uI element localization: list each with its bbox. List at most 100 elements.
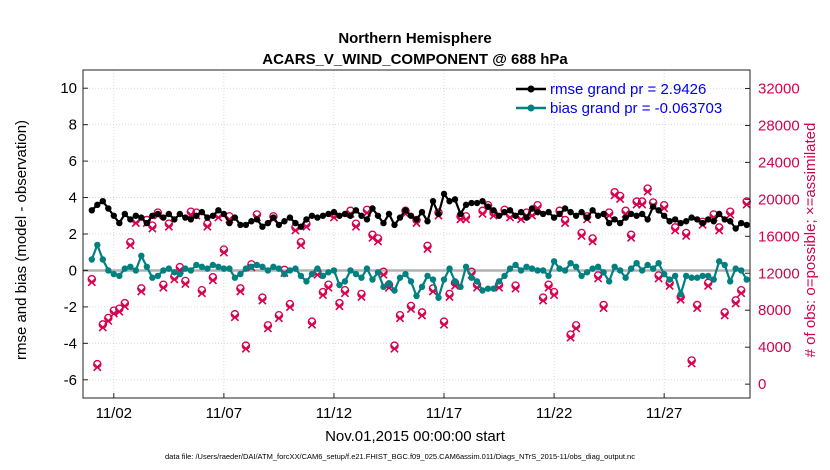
rmse-point <box>209 212 217 219</box>
bias-point <box>440 276 448 283</box>
bias-point <box>583 269 591 276</box>
rmse-point <box>259 223 266 230</box>
bias-point <box>237 270 244 278</box>
obs-assimilated-point <box>417 311 427 320</box>
y2-tick-label: 24000 <box>758 154 800 171</box>
rmse-point <box>319 212 327 219</box>
bias-point <box>154 272 162 280</box>
data-file-note: data file: /Users/raeder/DAI/ATM_forcXX/… <box>165 452 635 461</box>
y-tick-label: 0 <box>69 262 77 279</box>
obs-assimilated-point <box>203 222 212 231</box>
bias-point <box>721 261 728 269</box>
rmse-point <box>732 225 739 232</box>
bias-point <box>176 270 184 278</box>
bias-point <box>715 258 723 265</box>
rmse-point <box>204 214 211 221</box>
obs-assimilated-point <box>164 222 174 231</box>
bias-point <box>655 259 662 267</box>
bias-point <box>325 269 332 276</box>
bias-point <box>132 267 140 274</box>
rmse-point <box>292 219 299 227</box>
bias-point <box>297 272 305 280</box>
rmse-point <box>572 212 580 219</box>
y2-tick-label: 16000 <box>758 228 800 245</box>
rmse-point <box>605 219 613 227</box>
legend-bias-marker <box>527 104 535 112</box>
obs-assimilated-point <box>236 287 245 296</box>
bias-point <box>512 261 519 269</box>
bias-point <box>374 269 382 276</box>
rmse-point <box>176 210 184 218</box>
x-tick-layer: 11/02 11/07 11/12 11/17 11/22 11/27 <box>96 393 682 422</box>
rmse-point <box>682 218 690 225</box>
bias-point <box>341 278 349 285</box>
bias-point <box>468 274 475 281</box>
bias-point <box>594 263 602 270</box>
y-tick-label: 8 <box>69 117 77 134</box>
rmse-point <box>132 212 140 219</box>
obs-assimilated-point <box>549 290 559 300</box>
rmse-point <box>99 198 107 205</box>
bias-point <box>446 265 453 272</box>
rmse-point <box>693 216 701 223</box>
legend-rmse-label: rmse grand pr = 2.9426 <box>550 81 706 98</box>
obs-assimilated-point <box>87 277 96 287</box>
rmse-point <box>374 212 382 219</box>
rmse-point <box>660 212 668 219</box>
obs-assimilated-point <box>258 296 267 305</box>
rmse-point <box>710 218 717 225</box>
chart-title: Northern Hemisphere <box>338 30 491 47</box>
rmse-point <box>556 210 563 218</box>
rmse-point <box>534 208 541 216</box>
bias-point <box>561 267 569 274</box>
bias-point <box>600 269 607 276</box>
bias-point <box>407 278 415 285</box>
bias-point <box>660 270 668 278</box>
grid-layer <box>83 70 750 398</box>
obs-assimilated-point <box>120 302 129 311</box>
rmse-point <box>473 199 481 207</box>
bias-point <box>369 276 376 283</box>
bias-point <box>99 256 107 263</box>
rmse-point <box>539 210 547 218</box>
bias-point <box>248 263 255 270</box>
rmse-point <box>330 208 338 216</box>
rmse-point <box>385 210 393 218</box>
rmse-point <box>226 219 233 227</box>
rmse-point <box>149 212 156 219</box>
rmse-point <box>336 212 343 219</box>
bias-point <box>611 263 618 270</box>
bias-point <box>330 267 338 274</box>
bias-point <box>699 272 706 280</box>
bias-point <box>275 265 283 272</box>
obs-assimilated-point <box>731 299 740 308</box>
x-tick-label: 11/22 <box>536 405 572 422</box>
rmse-point <box>578 208 585 216</box>
rmse-point <box>688 214 695 221</box>
bias-point <box>644 261 651 269</box>
rmse-point <box>583 214 591 221</box>
rmse-point <box>352 207 360 214</box>
rmse-point <box>198 208 206 216</box>
obs-assimilated-point <box>588 237 597 246</box>
bias-point <box>165 265 173 272</box>
obs-assimilated-point <box>335 302 344 311</box>
bias-point <box>517 267 525 274</box>
rmse-point <box>308 212 316 219</box>
bias-point <box>110 270 118 278</box>
rmse-point <box>264 219 272 227</box>
x-axis-label: Nov.01,2015 00:00:00 start <box>325 428 506 445</box>
obs-assimilated-point <box>615 194 625 204</box>
bias-point <box>589 265 596 272</box>
bias-point <box>358 274 365 281</box>
x-tick-label: 11/07 <box>206 405 242 422</box>
obs-assimilated-point <box>538 296 548 305</box>
obs-assimilated-point <box>351 222 361 231</box>
bias-point <box>380 283 387 291</box>
rmse-point <box>154 210 162 218</box>
legend: rmse grand pr = 2.9426 bias grand pr = -… <box>516 81 722 117</box>
rmse-point <box>231 214 239 221</box>
rmse-point <box>567 208 574 216</box>
bias-point <box>363 265 371 272</box>
rmse-point <box>589 207 596 214</box>
